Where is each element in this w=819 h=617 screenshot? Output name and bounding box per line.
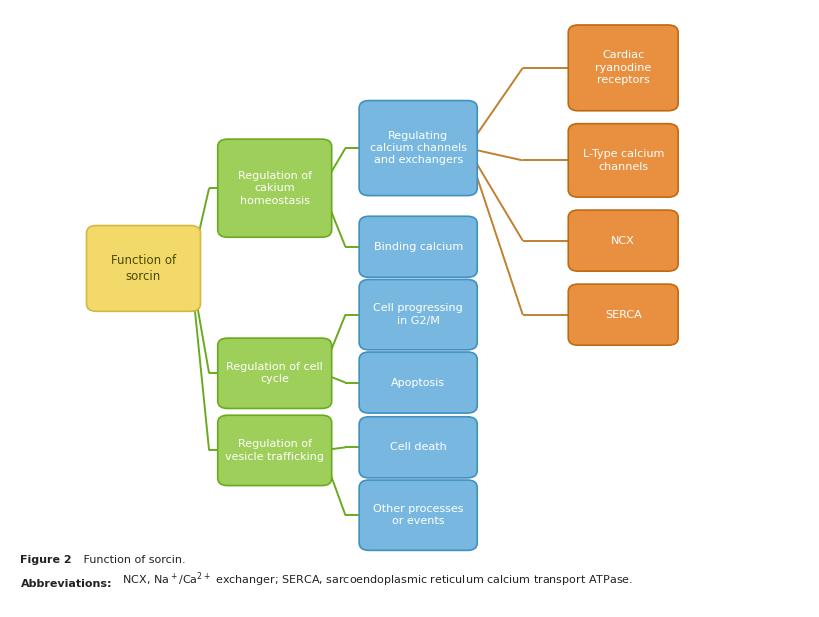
Text: Abbreviations:: Abbreviations: bbox=[20, 579, 112, 589]
Text: Other processes
or events: Other processes or events bbox=[373, 504, 463, 526]
FancyBboxPatch shape bbox=[359, 217, 477, 278]
Text: Binding calcium: Binding calcium bbox=[373, 242, 462, 252]
FancyBboxPatch shape bbox=[568, 25, 677, 111]
Text: Cell progressing
in G2/M: Cell progressing in G2/M bbox=[373, 304, 463, 326]
Text: Cell death: Cell death bbox=[389, 442, 446, 452]
Text: Cardiac
ryanodine
receptors: Cardiac ryanodine receptors bbox=[595, 51, 650, 85]
FancyBboxPatch shape bbox=[218, 338, 332, 408]
FancyBboxPatch shape bbox=[218, 415, 332, 486]
FancyBboxPatch shape bbox=[359, 101, 477, 196]
FancyBboxPatch shape bbox=[359, 280, 477, 350]
Text: SERCA: SERCA bbox=[604, 310, 640, 320]
Text: NCX: NCX bbox=[611, 236, 634, 246]
Text: Regulation of
vesicle trafficking: Regulation of vesicle trafficking bbox=[225, 439, 324, 462]
FancyBboxPatch shape bbox=[359, 352, 477, 413]
FancyBboxPatch shape bbox=[568, 123, 677, 197]
FancyBboxPatch shape bbox=[359, 480, 477, 550]
Text: Regulation of cell
cycle: Regulation of cell cycle bbox=[226, 362, 323, 384]
Text: NCX, Na$^+$/Ca$^{2+}$ exchanger; SERCA, sarcoendoplasmic reticulum calcium trans: NCX, Na$^+$/Ca$^{2+}$ exchanger; SERCA, … bbox=[119, 571, 632, 589]
Text: Regulation of
cakium
homeostasis: Regulation of cakium homeostasis bbox=[238, 171, 311, 205]
Text: Regulating
calcium channels
and exchangers: Regulating calcium channels and exchange… bbox=[369, 131, 466, 165]
FancyBboxPatch shape bbox=[568, 284, 677, 346]
Text: Function of
sorcin: Function of sorcin bbox=[111, 254, 176, 283]
Text: Apoptosis: Apoptosis bbox=[391, 378, 445, 387]
Text: L-Type calcium
channels: L-Type calcium channels bbox=[581, 149, 663, 172]
FancyBboxPatch shape bbox=[218, 139, 332, 238]
FancyBboxPatch shape bbox=[87, 226, 201, 312]
Text: Figure 2: Figure 2 bbox=[20, 555, 72, 565]
FancyBboxPatch shape bbox=[359, 417, 477, 478]
FancyBboxPatch shape bbox=[568, 210, 677, 271]
Text: Function of sorcin.: Function of sorcin. bbox=[80, 555, 186, 565]
